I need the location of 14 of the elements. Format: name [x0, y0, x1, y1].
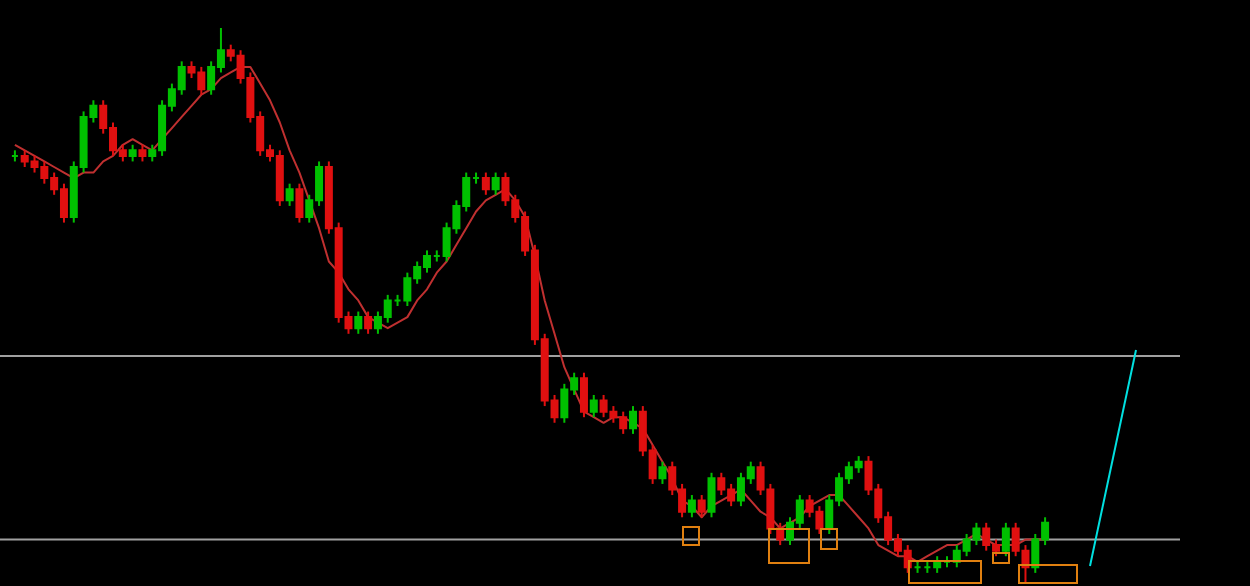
- candlestick: [364, 310, 373, 335]
- candlestick: [687, 494, 696, 519]
- candlestick: [1001, 521, 1010, 558]
- candlestick: [697, 494, 706, 519]
- candlestick: [629, 405, 638, 435]
- candlestick: [589, 393, 598, 419]
- candlestick: [579, 371, 588, 419]
- candlestick: [354, 310, 363, 335]
- candlestick: [481, 171, 490, 196]
- candlestick: [658, 460, 667, 485]
- candlestick: [491, 171, 500, 196]
- candlestick: [707, 471, 716, 519]
- candlestick: [285, 182, 294, 207]
- candlestick: [295, 182, 304, 224]
